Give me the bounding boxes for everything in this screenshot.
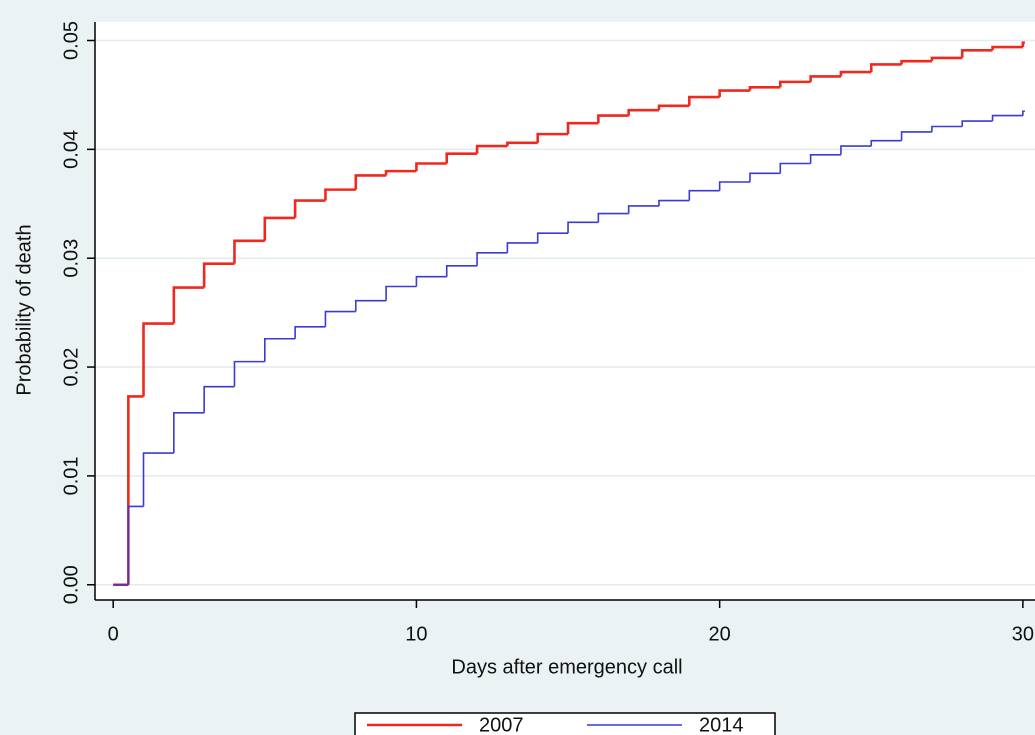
step xyxy=(173,411,205,454)
y-tick-label: 0.02 xyxy=(60,348,82,387)
step xyxy=(809,153,841,164)
step xyxy=(931,125,963,132)
step xyxy=(354,299,387,312)
step xyxy=(597,212,629,223)
step xyxy=(778,80,811,88)
step xyxy=(900,131,932,141)
y-tick-label: 0.03 xyxy=(60,239,82,278)
step xyxy=(506,141,538,147)
x-tick-label: 10 xyxy=(405,623,427,645)
step xyxy=(991,114,1023,122)
step xyxy=(506,242,538,253)
step xyxy=(1022,110,1025,116)
step xyxy=(202,262,235,288)
step xyxy=(779,162,811,174)
step xyxy=(203,385,235,413)
step xyxy=(385,285,417,301)
step xyxy=(475,144,508,154)
step xyxy=(839,70,872,77)
series-line xyxy=(113,41,1025,587)
step xyxy=(870,139,902,147)
step xyxy=(264,337,296,362)
legend-label: 2007 xyxy=(479,714,524,735)
step xyxy=(324,188,356,201)
y-tick-label: 0.00 xyxy=(60,565,82,604)
step xyxy=(809,75,841,82)
step xyxy=(142,322,174,397)
step xyxy=(476,251,508,266)
x-tick-label: 0 xyxy=(108,623,119,645)
x-tick-label: 30 xyxy=(1012,623,1034,645)
step xyxy=(840,145,872,155)
step xyxy=(627,108,659,116)
step xyxy=(658,199,690,206)
x-axis-label: Days after emergency call xyxy=(451,656,682,678)
y-tick-label: 0.05 xyxy=(60,21,82,60)
series-line xyxy=(113,110,1025,586)
y-tick-label: 0.01 xyxy=(60,456,82,495)
step xyxy=(536,232,569,243)
step xyxy=(142,452,174,507)
step xyxy=(718,89,750,98)
y-axis-label: Probability of death xyxy=(13,224,35,395)
step xyxy=(354,174,387,190)
y-tick-label: 0.04 xyxy=(60,130,82,169)
step xyxy=(961,120,993,127)
step xyxy=(688,95,720,106)
step xyxy=(869,63,902,73)
step xyxy=(597,114,629,124)
step xyxy=(1021,41,1025,48)
step xyxy=(749,172,781,183)
x-tick-label: 20 xyxy=(709,623,731,645)
legend-label: 2014 xyxy=(699,714,744,735)
step xyxy=(293,199,326,218)
step xyxy=(930,56,963,62)
step xyxy=(233,360,265,387)
step xyxy=(657,104,690,111)
step xyxy=(415,162,447,172)
step xyxy=(567,221,599,234)
step xyxy=(991,45,1023,51)
step xyxy=(445,265,478,277)
step xyxy=(566,121,599,135)
legend-box xyxy=(354,712,776,735)
step xyxy=(172,286,205,324)
step xyxy=(718,181,750,191)
plot-area xyxy=(95,22,1035,600)
step xyxy=(748,86,781,91)
step xyxy=(627,205,659,214)
step xyxy=(263,216,296,241)
step xyxy=(233,239,265,264)
step xyxy=(536,132,569,143)
step xyxy=(900,59,932,65)
step xyxy=(324,310,356,327)
step xyxy=(415,275,447,287)
step xyxy=(294,325,326,339)
step xyxy=(127,505,144,585)
step xyxy=(384,169,417,176)
step xyxy=(445,152,478,164)
step xyxy=(960,49,993,58)
step xyxy=(688,189,720,201)
